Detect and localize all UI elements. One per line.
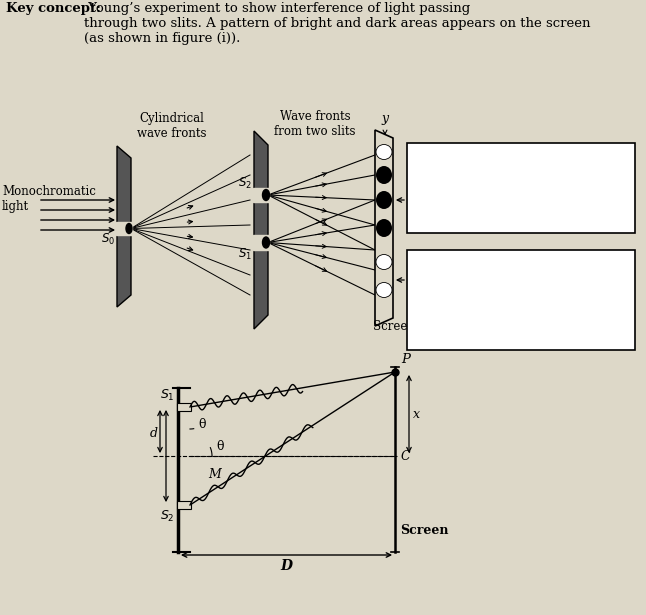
Text: C: C: [401, 450, 411, 462]
Text: Screen: Screen: [373, 320, 415, 333]
Ellipse shape: [376, 191, 392, 209]
Bar: [177, 501, 191, 509]
Polygon shape: [116, 222, 132, 235]
Text: M: M: [208, 468, 221, 481]
Text: Monochromatic
light: Monochromatic light: [2, 185, 96, 213]
Text: Bright regions:
interference is
constructive,
intensity is
maximum: Bright regions: interference is construc…: [412, 147, 513, 220]
Text: Dark regions:
interference is
destructive,
intensity is
minimum: Dark regions: interference is destructiv…: [412, 254, 510, 327]
Polygon shape: [253, 235, 269, 250]
Ellipse shape: [262, 237, 269, 248]
Text: $S_1$: $S_1$: [160, 388, 175, 403]
Text: $S_0$: $S_0$: [101, 231, 115, 247]
Bar: [407, 143, 635, 233]
Ellipse shape: [376, 219, 392, 237]
Ellipse shape: [376, 145, 392, 159]
Text: P: P: [401, 353, 410, 366]
Text: θ: θ: [198, 418, 205, 432]
Ellipse shape: [376, 166, 392, 184]
Text: d: d: [150, 427, 158, 440]
Ellipse shape: [376, 255, 392, 269]
Bar: [177, 403, 191, 411]
Text: x: x: [413, 408, 420, 421]
Polygon shape: [117, 146, 131, 307]
Text: Key concept:: Key concept:: [6, 2, 101, 15]
Polygon shape: [253, 188, 269, 202]
Ellipse shape: [262, 189, 269, 200]
Text: D: D: [280, 559, 293, 573]
Text: $S_1$: $S_1$: [238, 247, 252, 261]
Text: Screen: Screen: [400, 523, 448, 536]
Text: $S_2$: $S_2$: [238, 176, 252, 191]
Text: θ: θ: [216, 440, 224, 453]
Text: Young’s experiment to show interference of light passing
through two slits. A pa: Young’s experiment to show interference …: [84, 2, 590, 45]
Polygon shape: [254, 131, 268, 329]
Text: y: y: [381, 112, 388, 125]
Ellipse shape: [376, 282, 392, 298]
Text: Wave fronts
from two slits: Wave fronts from two slits: [275, 110, 356, 138]
Bar: [407, 250, 635, 350]
Text: Cylindrical
wave fronts: Cylindrical wave fronts: [137, 112, 207, 140]
Text: $S_2$: $S_2$: [160, 509, 175, 524]
Polygon shape: [375, 130, 393, 326]
Ellipse shape: [126, 223, 132, 234]
